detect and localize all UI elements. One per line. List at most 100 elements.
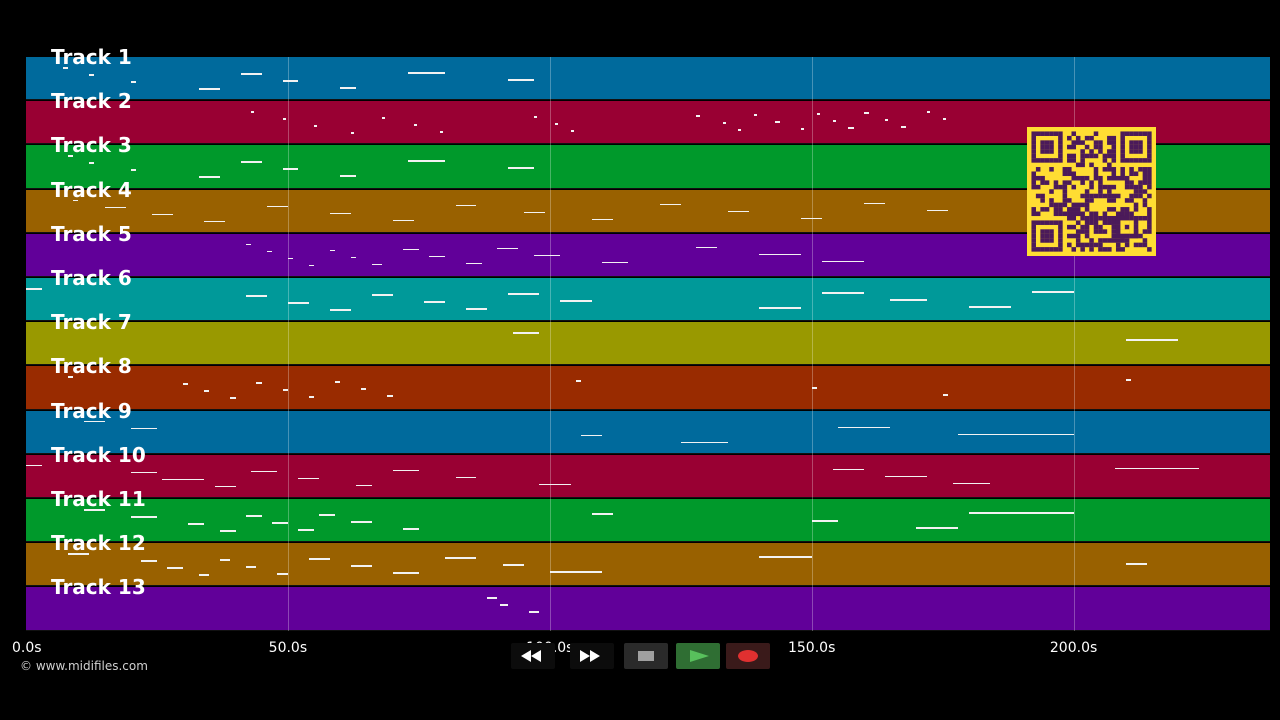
note-bar	[890, 299, 927, 301]
note-bar	[403, 528, 419, 530]
note-bar	[67, 155, 74, 157]
track-label: Track 2	[51, 89, 132, 114]
note-bar	[801, 128, 805, 130]
note-bar	[355, 484, 372, 487]
note-bar	[549, 571, 603, 573]
track-lane[interactable]	[26, 57, 1270, 101]
note-bar	[198, 88, 220, 90]
note-bar	[371, 294, 393, 296]
note-bar	[130, 427, 157, 430]
note-bar	[256, 382, 262, 384]
record-button[interactable]	[726, 643, 770, 669]
rewind-button[interactable]	[511, 643, 555, 669]
note-bar	[387, 395, 393, 397]
note-bar	[722, 122, 726, 124]
note-bar	[1125, 339, 1179, 341]
track-lane[interactable]	[26, 410, 1270, 454]
note-bar	[240, 73, 262, 75]
note-bar	[754, 114, 758, 116]
fast-forward-button[interactable]	[570, 643, 614, 669]
note-bar	[350, 256, 356, 259]
grid-line	[811, 57, 813, 631]
note-bar	[837, 426, 891, 429]
track-label: Track 9	[51, 398, 132, 423]
note-bar	[198, 176, 220, 178]
note-bar	[958, 433, 1074, 436]
note-bar	[204, 220, 226, 223]
note-bar	[392, 572, 419, 574]
note-bar	[968, 512, 1074, 514]
note-bar	[83, 509, 105, 511]
track-label: Track 3	[51, 133, 132, 158]
note-bar	[832, 120, 836, 122]
note-bar	[62, 67, 68, 69]
note-bar	[659, 203, 681, 206]
note-bar	[502, 564, 524, 566]
note-bar	[350, 521, 372, 523]
note-bar	[822, 292, 865, 294]
stop-button[interactable]	[624, 643, 668, 669]
play-button[interactable]	[676, 643, 720, 669]
note-bar	[413, 124, 417, 126]
track-lane[interactable]	[26, 499, 1270, 543]
tick-label: 0.0s	[12, 640, 42, 656]
note-bar	[759, 556, 812, 558]
note-bar	[188, 523, 205, 525]
note-bar	[811, 520, 838, 522]
note-bar	[507, 79, 535, 81]
note-bar	[308, 264, 315, 267]
track-label: Track 10	[51, 442, 146, 467]
track-lane[interactable]	[26, 454, 1270, 498]
note-bar	[266, 250, 273, 253]
note-bar	[26, 464, 42, 467]
note-bar	[942, 394, 948, 396]
note-bar	[968, 306, 1011, 308]
note-bar	[822, 260, 865, 263]
note-bar	[602, 261, 629, 264]
track-label: Track 1	[51, 45, 132, 69]
note-bar	[581, 434, 603, 437]
note-bar	[245, 515, 262, 517]
note-bar	[575, 380, 582, 382]
note-bar	[455, 476, 477, 479]
note-bar	[167, 567, 184, 569]
note-bar	[350, 132, 354, 134]
grid-line	[287, 57, 289, 631]
note-bar	[408, 160, 446, 162]
note-bar	[371, 263, 383, 266]
note-bar	[885, 475, 927, 478]
note-bar	[1125, 379, 1132, 381]
note-bar	[591, 513, 613, 515]
track-lane[interactable]	[26, 278, 1270, 322]
note-bar	[219, 559, 231, 561]
note-bar	[282, 80, 299, 82]
note-bar	[500, 604, 508, 606]
track-lane[interactable]	[26, 543, 1270, 587]
note-bar	[811, 387, 817, 389]
note-bar	[282, 168, 299, 170]
note-bar	[162, 478, 205, 481]
note-bar	[198, 574, 210, 576]
note-bar	[329, 309, 351, 311]
note-bar	[486, 597, 498, 599]
note-bar	[497, 247, 519, 250]
note-bar	[214, 485, 236, 488]
fast-forward-icon	[580, 650, 600, 662]
note-bar	[282, 389, 288, 391]
track-lane[interactable]	[26, 587, 1270, 631]
note-bar	[251, 111, 255, 113]
note-bar	[340, 87, 356, 89]
track-lane[interactable]	[26, 322, 1270, 366]
note-bar	[183, 383, 189, 385]
note-bar	[151, 213, 173, 216]
note-bar	[245, 295, 267, 297]
qr-code-icon	[1027, 127, 1156, 256]
note-bar	[141, 560, 157, 562]
note-bar	[130, 169, 136, 171]
note-bar	[759, 307, 802, 309]
track-lane[interactable]	[26, 366, 1270, 410]
note-bar	[245, 566, 257, 568]
note-bar	[523, 211, 545, 214]
note-bar	[298, 529, 315, 531]
note-bar	[287, 257, 294, 260]
